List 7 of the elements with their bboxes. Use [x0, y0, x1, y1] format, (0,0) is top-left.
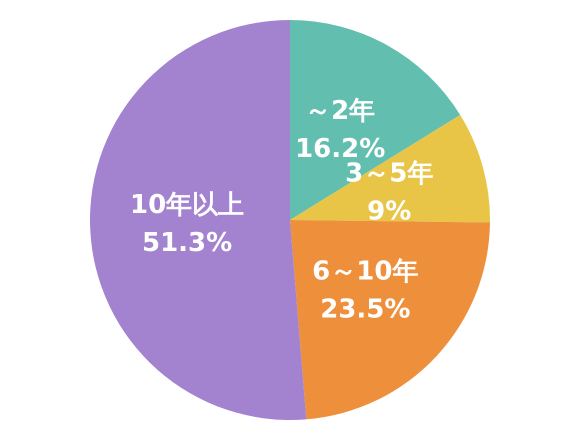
data-label: 23.5% — [320, 294, 410, 324]
data-label: 51.3% — [142, 228, 232, 258]
slice-label: 10年以上 — [130, 190, 244, 220]
slice-label: 3～5年 — [345, 158, 434, 189]
slice-label: ～2年 — [305, 96, 376, 126]
data-label: 9% — [367, 196, 412, 227]
slice-label: 6～10年 — [312, 256, 418, 286]
